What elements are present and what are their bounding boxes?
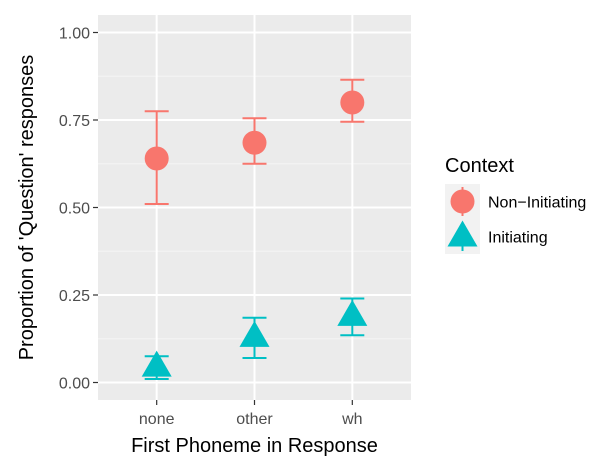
y-tick-label: 0.50 [59,201,90,218]
data-point-circle [144,146,169,171]
y-tick-label: 1.00 [59,26,90,43]
data-point-triangle [337,299,368,326]
x-tick-label: other [236,411,273,428]
x-tick-label: wh [341,411,362,428]
data-point-circle [242,130,267,155]
legend-label: Non−Initiating [488,195,586,212]
data-point-circle [340,90,365,115]
data-point-triangle [141,350,172,377]
y-tick-label: 0.75 [59,113,90,130]
legend-key-circle [450,189,475,214]
legend-title: Context [445,155,514,177]
point-layer [141,90,368,377]
data-point-triangle [239,320,270,347]
y-axis-label: Proportion of 'Question' responses [16,55,38,361]
legend-label: Initiating [488,230,548,247]
legend-key-triangle [447,220,478,247]
y-tick-label: 0.00 [59,376,90,393]
x-axis-label: First Phoneme in Response [131,435,378,457]
axis-layer: 0.00 0.25 0.50 0.75 1.00 none other wh [59,26,363,429]
legend: Context Non−Initiating Initiating [445,155,586,254]
x-tick-label: none [139,411,175,428]
legend-items: Non−Initiating Initiating [445,184,586,254]
y-tick-label: 0.25 [59,288,90,305]
